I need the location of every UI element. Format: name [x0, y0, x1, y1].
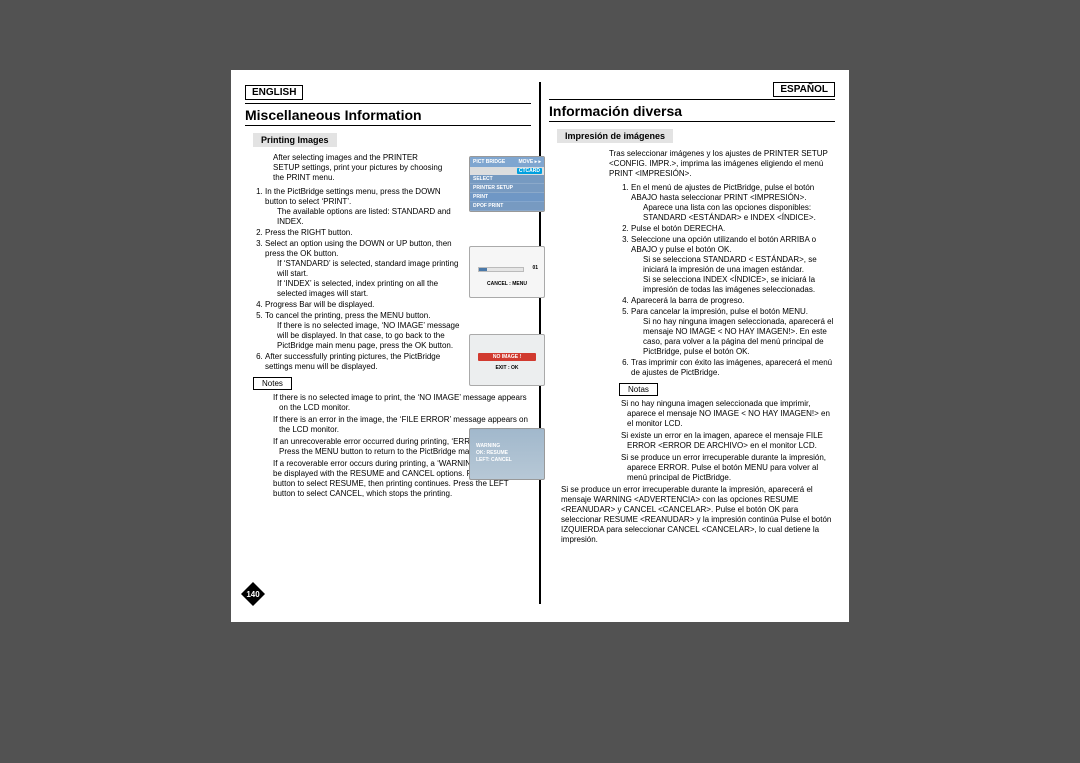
step: Select an option using the DOWN or UP bu… — [265, 239, 461, 299]
lcd-screen: 01 CANCEL : MENU — [469, 246, 545, 298]
menu-row-selected: PRINT — [470, 193, 544, 202]
step: Pulse el botón DERECHA. — [631, 224, 835, 234]
notes-body-es: Si no hay ninguna imagen seleccionada qu… — [549, 399, 835, 483]
step-sub: Si no hay ninguna imagen seleccionada, a… — [631, 317, 835, 357]
menu-row: SELECT — [470, 175, 544, 184]
rule — [549, 99, 835, 100]
menu-row: DPOF PRINT — [470, 202, 544, 211]
progress-fill — [479, 268, 487, 271]
note: Si se produce un error irrecuperable dur… — [621, 453, 835, 483]
lcd-move: MOVE ▸ ▸ — [518, 159, 541, 165]
step: Progress Bar will be displayed. — [265, 300, 461, 310]
card-badge: CTCARD — [517, 168, 542, 174]
lcd-menu-illus: PICT BRIDGE MOVE ▸ ▸ CTCARD SELECT PRINT… — [469, 156, 547, 220]
rule — [245, 125, 531, 126]
column-spanish: ESPAÑOL Información diversa Impresión de… — [549, 82, 835, 604]
step: En el menú de ajustes de PictBridge, pul… — [631, 183, 835, 223]
step: Aparecerá la barra de progreso. — [631, 296, 835, 306]
step-text: Select an option using the DOWN or UP bu… — [265, 239, 452, 258]
lcd-title: PICT BRIDGE — [473, 159, 505, 165]
lcd-screen: PICT BRIDGE MOVE ▸ ▸ CTCARD SELECT PRINT… — [469, 156, 545, 212]
lcd-progress-illus: 01 CANCEL : MENU — [469, 246, 547, 306]
notes-label-en: Notes — [253, 377, 292, 390]
intro-en: After selecting images and the PRINTER S… — [245, 153, 445, 183]
note: Si no hay ninguna imagen seleccionada qu… — [621, 399, 835, 429]
step-text: To cancel the printing, press the MENU b… — [265, 311, 430, 320]
step: To cancel the printing, press the MENU b… — [265, 311, 461, 351]
notes-label-es: Notas — [619, 383, 658, 396]
warn-line: LEFT: CANCEL — [476, 457, 538, 464]
rule — [549, 121, 835, 122]
lcd-badge-row: CTCARD — [470, 167, 544, 175]
column-english: ENGLISH Miscellaneous Information Printi… — [245, 82, 531, 604]
progress-caption: CANCEL : MENU — [470, 281, 544, 287]
manual-page: ENGLISH Miscellaneous Information Printi… — [231, 70, 849, 622]
note: If there is no selected image to print, … — [273, 393, 531, 413]
progress-bar — [478, 267, 524, 272]
page-number: 140 — [241, 582, 265, 606]
warn-line: OK: RESUME — [476, 450, 538, 457]
step: Seleccione una opción utilizando el botó… — [631, 235, 835, 295]
lcd-warning-illus: WARNING OK: RESUME LEFT: CANCEL — [469, 428, 547, 480]
lcd-noimage-illus: NO IMAGE ! EXIT : OK — [469, 334, 547, 394]
step-sub: If ‘INDEX’ is selected, index printing o… — [265, 279, 461, 299]
steps-es: En el menú de ajustes de PictBridge, pul… — [575, 183, 835, 378]
lang-badge-es: ESPAÑOL — [773, 82, 835, 97]
subhead-en: Printing Images — [253, 133, 337, 147]
lcd-screen: NO IMAGE ! EXIT : OK — [469, 334, 545, 386]
step-sub: Si se selecciona STANDARD < ESTÁNDAR>, s… — [631, 255, 835, 275]
step: Para cancelar la impresión, pulse el bot… — [631, 307, 835, 357]
menu-row: PRINTER SETUP — [470, 184, 544, 193]
step-sub: If ‘STANDARD’ is selected, standard imag… — [265, 259, 461, 279]
progress-count: 01 — [532, 265, 538, 271]
note: Si existe un error en la imagen, aparece… — [621, 431, 835, 451]
warn-line: WARNING — [476, 443, 538, 450]
steps-en: In the PictBridge settings menu, press t… — [251, 187, 461, 372]
step: In the PictBridge settings menu, press t… — [265, 187, 461, 227]
step-text: Seleccione una opción utilizando el botó… — [631, 235, 816, 254]
noimage-banner: NO IMAGE ! — [478, 353, 536, 361]
subhead-es: Impresión de imágenes — [557, 129, 673, 143]
rule — [245, 103, 531, 104]
step-sub: If there is no selected image, ‘NO IMAGE… — [265, 321, 461, 351]
notes-body-es-wide: Si se produce un error irrecuperable dur… — [549, 485, 835, 545]
noimage-caption: EXIT : OK — [470, 365, 544, 371]
title-es: Información diversa — [549, 103, 835, 119]
step-sub: Aparece una lista con las opciones dispo… — [631, 203, 835, 223]
step: After successfully printing pictures, th… — [265, 352, 461, 372]
lcd-screen: WARNING OK: RESUME LEFT: CANCEL — [469, 428, 545, 480]
step-text: In the PictBridge settings menu, press t… — [265, 187, 441, 206]
menu-row: RESET — [470, 211, 544, 212]
lang-badge-en: ENGLISH — [245, 85, 303, 100]
note: Si se produce un error irrecuperable dur… — [561, 485, 835, 545]
lcd-titlebar: PICT BRIDGE MOVE ▸ ▸ — [470, 157, 544, 167]
step-sub: The available options are listed: STANDA… — [265, 207, 461, 227]
intro-es: Tras seleccionar imágenes y los ajustes … — [609, 149, 835, 179]
title-en: Miscellaneous Information — [245, 107, 531, 123]
step: Tras imprimir con éxito las imágenes, ap… — [631, 358, 835, 378]
page-number-badge: 140 — [241, 582, 265, 606]
step: Press the RIGHT button. — [265, 228, 461, 238]
step-sub: Si se selecciona INDEX <ÍNDICE>, se inic… — [631, 275, 835, 295]
step-text: Para cancelar la impresión, pulse el bot… — [631, 307, 808, 316]
step-text: En el menú de ajustes de PictBridge, pul… — [631, 183, 814, 202]
